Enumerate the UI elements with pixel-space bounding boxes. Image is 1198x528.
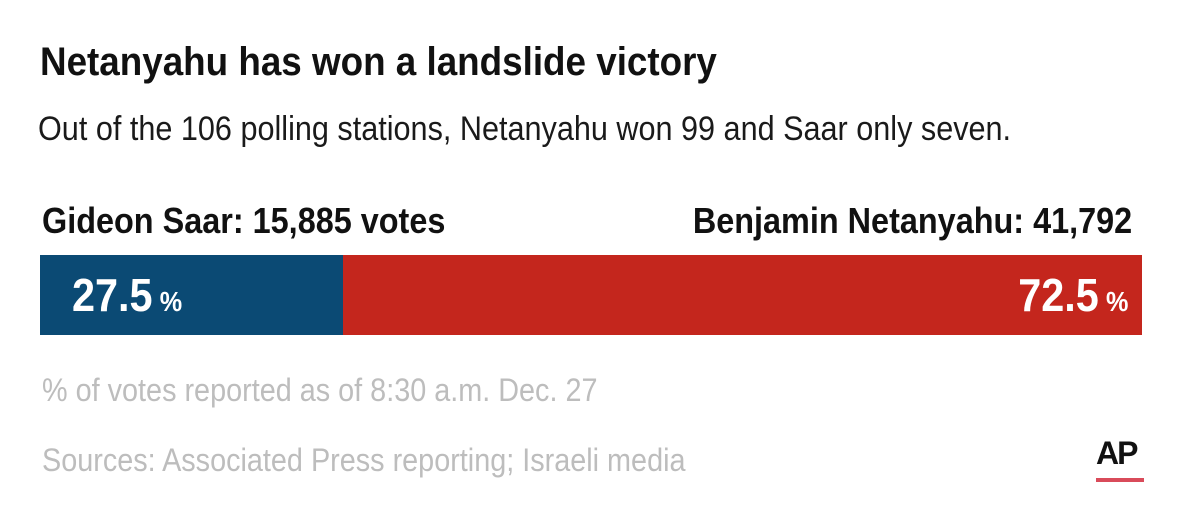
bar-segment-saar: 27.5% bbox=[40, 255, 344, 335]
saar-percent-label: 27.5% bbox=[72, 268, 182, 322]
saar-percent-unit: % bbox=[159, 286, 183, 317]
netanyahu-percent-unit: % bbox=[1105, 286, 1128, 317]
chart-subtitle: Out of the 106 polling stations, Netanya… bbox=[38, 110, 1012, 148]
bar-segment-netanyahu: 72.5% bbox=[343, 255, 1142, 335]
netanyahu-percent-value: 72.5 bbox=[1017, 269, 1099, 321]
sources-note: Sources: Associated Press reporting; Isr… bbox=[42, 442, 686, 478]
chart-title: Netanyahu has won a landslide victory bbox=[40, 40, 717, 84]
saar-percent-value: 27.5 bbox=[72, 269, 153, 321]
netanyahu-label: Benjamin Netanyahu: 41,792 bbox=[692, 200, 1132, 241]
ap-logo: AP bbox=[1096, 436, 1144, 482]
netanyahu-percent-label: 72.5% bbox=[1018, 268, 1128, 322]
vote-share-bar: 27.5% 72.5% bbox=[40, 255, 1142, 335]
ap-logo-underline bbox=[1096, 478, 1144, 482]
reporting-note: % of votes reported as of 8:30 a.m. Dec.… bbox=[42, 372, 598, 408]
saar-label: Gideon Saar: 15,885 votes bbox=[42, 200, 446, 241]
ap-logo-text: AP bbox=[1096, 435, 1138, 471]
